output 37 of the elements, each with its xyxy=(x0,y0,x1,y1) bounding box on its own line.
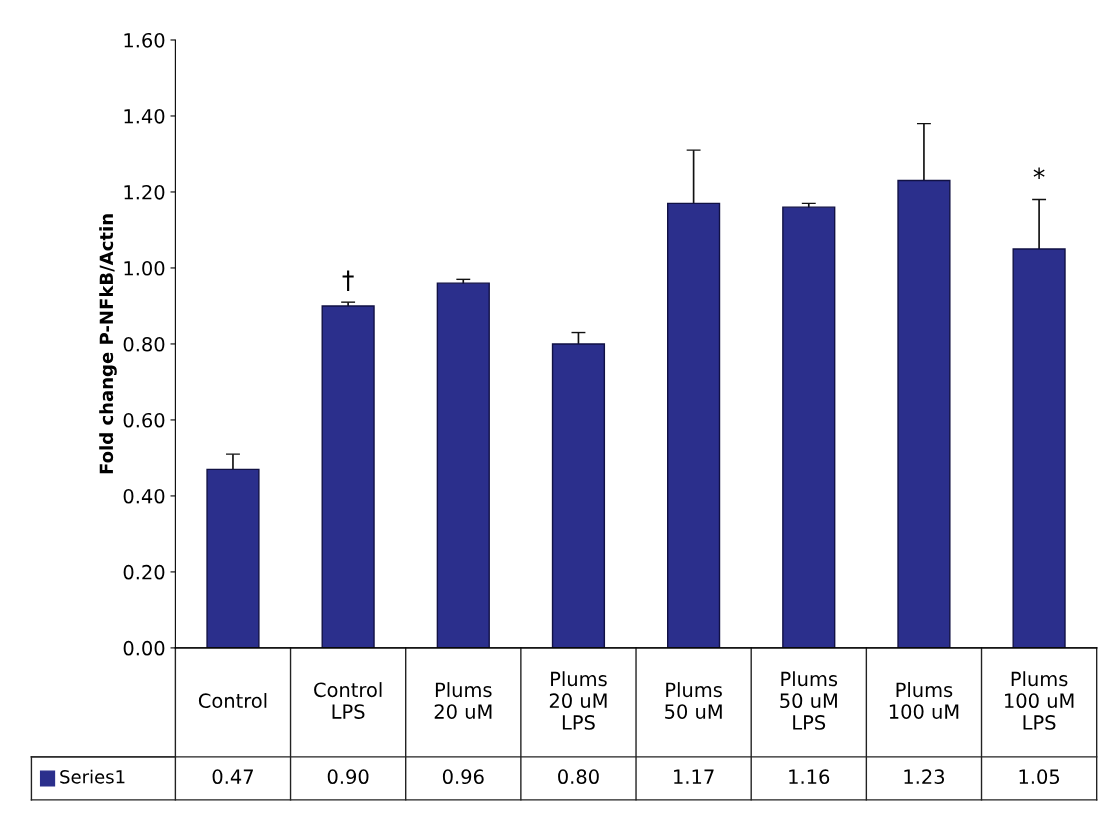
x-tick-label: Plums 20 uM xyxy=(434,682,492,719)
y-tick-label: 0.20 xyxy=(123,564,165,580)
y-tick-label: 0.40 xyxy=(123,488,165,504)
data-label: 1.23 xyxy=(904,769,945,785)
y-tick-label: 1.00 xyxy=(124,260,165,276)
y-tick-label: 0.00 xyxy=(123,640,165,656)
x-tick-label: Control xyxy=(198,692,267,709)
x-tick-label: Control LPS xyxy=(314,682,382,719)
bar xyxy=(897,179,951,648)
data-label: 1.05 xyxy=(1019,769,1060,785)
x-tick-label: Plums 50 uM xyxy=(665,682,722,719)
y-tick-label: 1.60 xyxy=(124,32,165,48)
data-label: 0.90 xyxy=(327,769,369,785)
legend-label: Series1 xyxy=(60,769,125,784)
annotation: * xyxy=(1033,167,1045,179)
bar xyxy=(206,468,260,648)
bar xyxy=(321,305,375,648)
bar xyxy=(1012,248,1066,648)
y-tick-label: 0.60 xyxy=(123,412,165,428)
x-tick-label: Plums 100 uM LPS xyxy=(1005,671,1074,730)
x-tick-label: Plums 50 uM LPS xyxy=(780,671,838,730)
data-label: 0.96 xyxy=(442,769,484,785)
data-label: 0.80 xyxy=(558,769,599,785)
data-label: 0.47 xyxy=(212,769,253,785)
x-tick-label: Plums 100 uM xyxy=(889,682,959,719)
y-tick-label: 0.80 xyxy=(123,336,165,352)
bar xyxy=(782,206,836,648)
bar xyxy=(551,343,606,648)
x-tick-label: Plums 20 uM LPS xyxy=(549,671,607,730)
data-label: 1.17 xyxy=(674,769,714,784)
y-axis-title: Fold change P-NFkB/Actin xyxy=(99,214,117,474)
bar xyxy=(667,202,721,648)
y-tick-label: 1.20 xyxy=(124,184,165,200)
y-tick-label: 1.40 xyxy=(124,108,165,124)
annotation: † xyxy=(342,270,354,292)
data-label: 1.16 xyxy=(789,769,830,785)
bar xyxy=(436,282,490,648)
